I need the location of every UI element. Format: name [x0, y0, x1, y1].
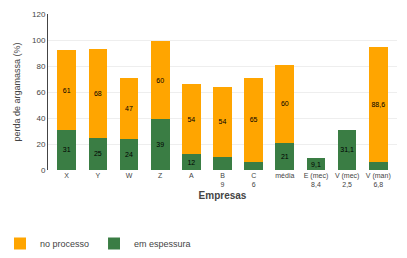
svg-text:em espessura: em espessura [134, 239, 191, 249]
svg-text:0: 0 [41, 166, 46, 175]
svg-text:média: média [275, 172, 294, 179]
svg-text:no processo: no processo [40, 239, 89, 249]
svg-text:A: A [189, 172, 194, 179]
svg-text:Z: Z [158, 172, 163, 179]
svg-text:100: 100 [32, 36, 46, 45]
svg-text:20: 20 [36, 140, 45, 149]
svg-text:V (mec)2,5: V (mec)2,5 [335, 172, 360, 188]
svg-text:12: 12 [187, 159, 195, 166]
svg-text:68: 68 [94, 90, 102, 97]
svg-text:120: 120 [32, 10, 46, 19]
svg-text:40: 40 [36, 114, 45, 123]
svg-text:88,6: 88,6 [371, 101, 385, 108]
svg-text:31: 31 [63, 146, 71, 153]
svg-text:39: 39 [156, 141, 164, 148]
svg-text:9,1: 9,1 [311, 161, 321, 168]
svg-text:25: 25 [94, 150, 102, 157]
svg-text:65: 65 [250, 116, 258, 123]
svg-text:Y: Y [96, 172, 101, 179]
svg-text:C6: C6 [251, 172, 256, 188]
svg-text:Empresas: Empresas [199, 190, 247, 201]
svg-text:B9: B9 [220, 172, 225, 188]
svg-text:60: 60 [156, 77, 164, 84]
svg-text:54: 54 [219, 118, 227, 125]
svg-text:61: 61 [63, 87, 71, 94]
svg-text:perda de argamassa (%): perda de argamassa (%) [12, 42, 22, 141]
svg-text:V (man)6,8: V (man)6,8 [366, 172, 391, 188]
svg-text:E (mec)8,4: E (mec)8,4 [304, 172, 329, 188]
svg-text:W: W [126, 172, 133, 179]
svg-text:60: 60 [36, 88, 45, 97]
svg-text:47: 47 [125, 105, 133, 112]
svg-text:X: X [64, 172, 69, 179]
svg-text:54: 54 [187, 116, 195, 123]
svg-text:60: 60 [281, 100, 289, 107]
svg-text:80: 80 [36, 62, 45, 71]
svg-text:31,1: 31,1 [340, 146, 354, 153]
svg-text:21: 21 [281, 153, 289, 160]
svg-text:24: 24 [125, 151, 133, 158]
